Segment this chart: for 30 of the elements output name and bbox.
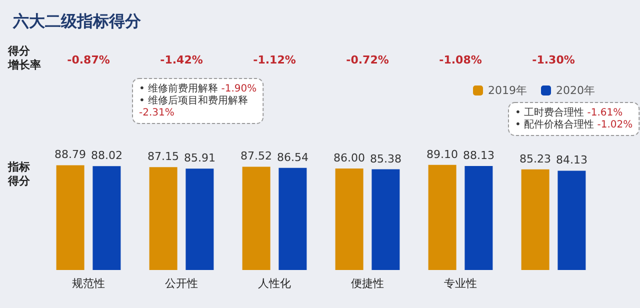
text: 指标得分	[7, 160, 31, 188]
x-tick-label: 人性化	[258, 277, 291, 290]
data-label: 86.00	[334, 152, 366, 165]
data-label: 84.13	[556, 154, 588, 167]
legend-label: 2020年	[556, 84, 596, 97]
x-tick-label: 便捷性	[351, 277, 384, 290]
data-label: 89.10	[426, 148, 458, 161]
x-tick-label: 专业性	[444, 277, 477, 290]
data-label: 88.79	[54, 148, 86, 162]
chart-title: 六大二级指标得分	[12, 12, 142, 30]
text: -1.30%	[532, 54, 575, 66]
data-label: 88.13	[462, 149, 494, 162]
text: -0.72%	[346, 54, 389, 66]
text: -1.08%	[439, 54, 482, 66]
text: -1.12%	[253, 54, 296, 66]
x-tick-label: 公开性	[165, 277, 198, 290]
data-label: 86.54	[276, 150, 308, 164]
data-label: 85.91	[184, 152, 216, 165]
data-label: 87.15	[148, 150, 180, 164]
x-tick-label: 规范性	[72, 277, 105, 290]
data-label: 85.38	[370, 152, 402, 166]
text: 得分增长率	[7, 44, 41, 72]
text: • 工时费合理性 -1.61% • 配件价格合理性 -1.02%	[515, 106, 633, 130]
data-label: 87.52	[240, 150, 272, 163]
text: -0.87%	[67, 54, 110, 66]
text: -1.42%	[160, 54, 203, 66]
data-label: 88.02	[90, 149, 122, 162]
legend-label: 2019年	[488, 84, 528, 97]
text: • 维修前费用解释 -1.90% • 维修后项目和费用解释 -2.31%	[139, 82, 257, 118]
data-label: 85.23	[520, 152, 552, 166]
